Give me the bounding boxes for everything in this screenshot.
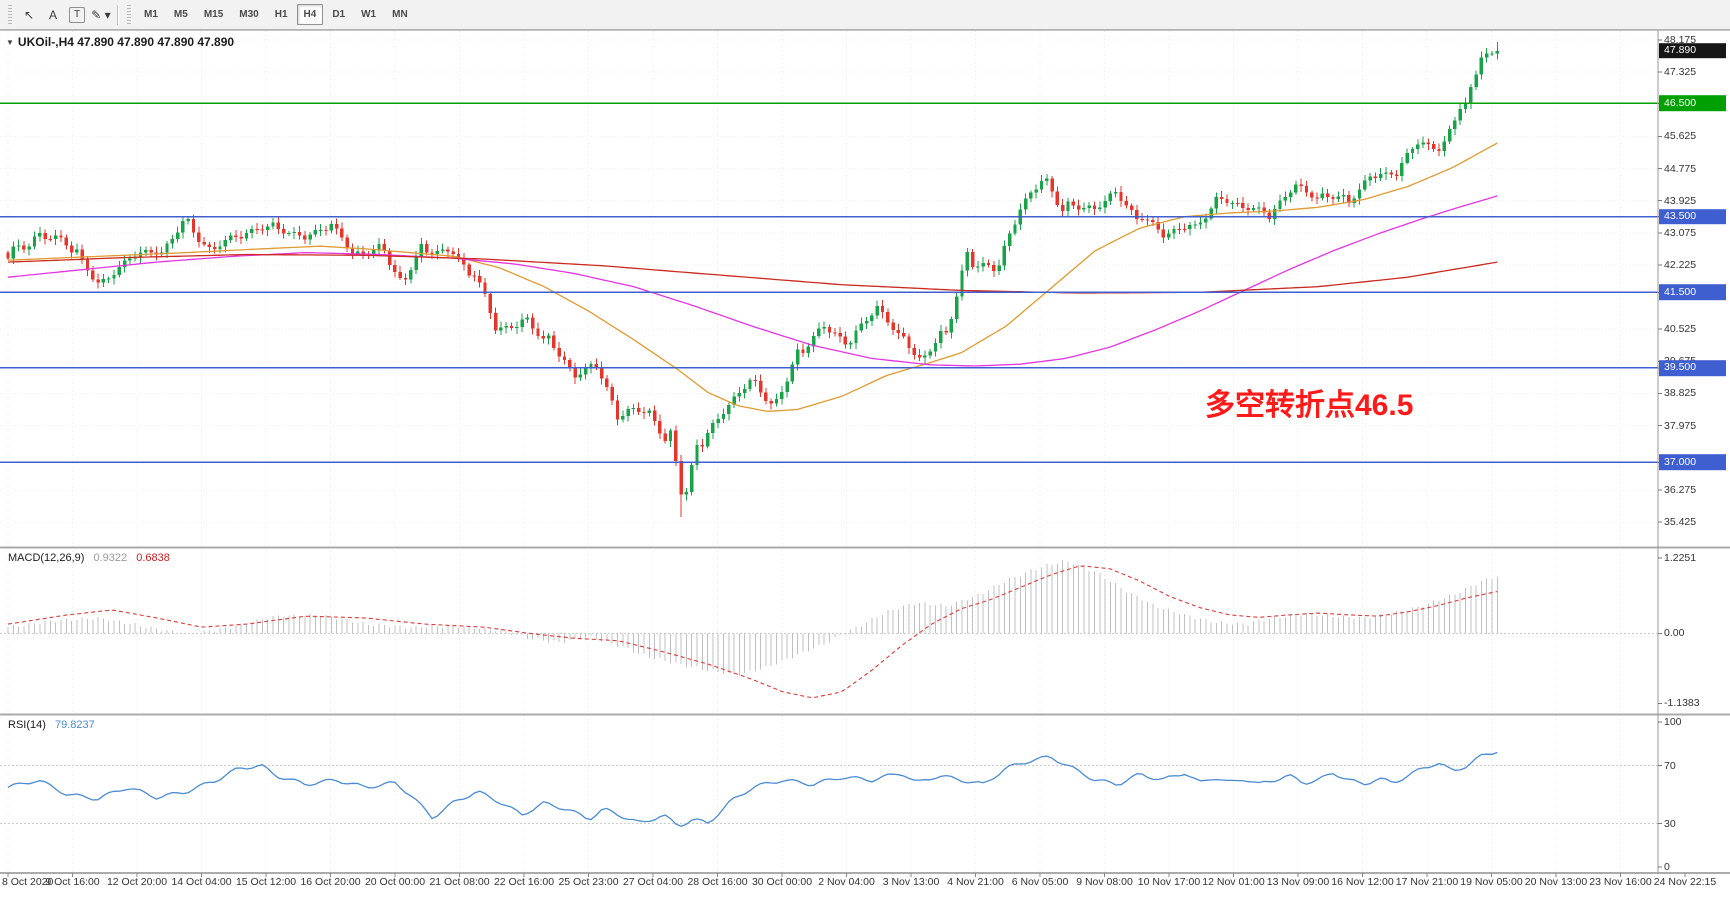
rsi-line: [7, 751, 1498, 828]
macd-signal-line: [7, 565, 1498, 699]
timeframe-d1[interactable]: D1: [332, 9, 346, 20]
rsi-value: 79.8237: [54, 719, 95, 731]
price-axis-label: 43.075: [1664, 226, 1697, 239]
price-axis-label: 40.525: [1664, 322, 1697, 335]
time-axis-label: 24 Nov 22:15: [1653, 876, 1717, 888]
price-axis-label: 36.275: [1664, 483, 1697, 496]
time-axis-label: 12 Oct 20:00: [106, 876, 168, 888]
time-axis-label: 4 Nov 21:00: [947, 876, 1004, 888]
text-box-tool[interactable]: T: [69, 6, 85, 23]
timeframe-mn[interactable]: MN: [392, 9, 408, 20]
toolbar-separator: [117, 4, 118, 25]
time-axis-label: 28 Oct 16:00: [687, 876, 748, 888]
timeframe-h4[interactable]: H4: [296, 4, 324, 25]
time-axis-label: 6 Nov 05:00: [1011, 876, 1069, 888]
rsi-name: RSI(14): [8, 719, 46, 731]
rsi-axis-label: 70: [1664, 759, 1676, 772]
time-axis-label: 16 Oct 20:00: [300, 876, 361, 888]
time-axis-label: 27 Oct 04:00: [622, 876, 684, 888]
time-axis-label: 10 Nov 17:00: [1137, 876, 1201, 888]
macd-histogram: [7, 560, 1498, 677]
timeframe-w1[interactable]: W1: [361, 9, 377, 20]
price-badge-43.500: 43.500: [1659, 208, 1726, 225]
rsi-axis-label: 30: [1664, 817, 1676, 830]
price-axis-label: 44.775: [1664, 162, 1697, 175]
time-axis-label: 25 Oct 23:00: [558, 876, 619, 888]
price-axis-label: 37.975: [1664, 419, 1697, 432]
time-axis-label: 30 Oct 00:00: [751, 876, 813, 888]
text-label-tool[interactable]: A: [48, 7, 57, 22]
macd-signal-value: 0.6838: [136, 552, 170, 564]
price-badge-37.000: 37.000: [1659, 454, 1726, 471]
toolbar-gripper[interactable]: [8, 4, 12, 25]
price-axis-label: 35.425: [1664, 515, 1697, 528]
price-badge-39.500: 39.500: [1659, 360, 1726, 376]
drawing-tool[interactable]: ✎ ▾: [91, 7, 111, 22]
macd-name: MACD(12,26,9): [8, 552, 85, 564]
price-axis-label: 45.625: [1664, 130, 1697, 143]
price-badge-46.500: 46.500: [1659, 95, 1726, 112]
time-axis-label: 21 Oct 08:00: [429, 876, 490, 888]
macd-axis-label: 1.2251: [1664, 551, 1697, 564]
timeframe-m1[interactable]: M1: [144, 9, 158, 20]
time-axis-label: 9 Oct 16:00: [45, 876, 100, 888]
time-axis-label: 12 Nov 01:00: [1202, 876, 1265, 888]
chart-title: UKOil-,H4 47.890 47.890 47.890 47.890: [17, 35, 235, 49]
price-axis[interactable]: [1658, 30, 1730, 873]
price-badge-41.500: 41.500: [1659, 284, 1726, 301]
ma-slow-red: [7, 253, 1498, 294]
cursor-tool[interactable]: ↖: [23, 7, 35, 22]
time-axis-label: 3 Nov 13:00: [882, 876, 940, 888]
time-axis-label: 9 Nov 08:00: [1076, 876, 1133, 888]
time-axis-label: 14 Oct 04:00: [171, 876, 232, 888]
symbol-dropdown-icon[interactable]: ▼: [6, 38, 14, 47]
time-axis-label: 20 Oct 00:00: [364, 876, 426, 888]
timeframe-h1[interactable]: H1: [274, 9, 288, 20]
time-axis-label: 2 Nov 04:00: [818, 876, 875, 888]
macd-main-value: 0.9322: [93, 552, 128, 564]
candlestick-series: [6, 42, 1499, 518]
time-axis-label: 8 Oct 2020: [2, 876, 54, 888]
macd-axis-label: -1.1383: [1664, 697, 1700, 710]
time-axis-label: 13 Nov 09:00: [1266, 876, 1330, 888]
time-axis-label: 17 Nov 21:00: [1395, 876, 1459, 888]
top-toolbar: ↖ A T ✎ ▾ M1 M5 M15 M30 H1 H4 D1 W1 MN: [0, 0, 1730, 30]
time-axis-label: 19 Nov 05:00: [1460, 876, 1523, 888]
current-price-badge: 47.890: [1659, 42, 1726, 59]
timeframe-m5[interactable]: M5: [173, 9, 188, 20]
time-axis-label: 20 Nov 13:00: [1524, 876, 1588, 888]
timeframe-m30[interactable]: M30: [239, 9, 259, 20]
rsi-axis-label: 100: [1664, 715, 1682, 728]
chart-title-bar: ▼ UKOil-,H4 47.890 47.890 47.890 47.890: [6, 35, 234, 49]
price-axis-label: 42.225: [1664, 258, 1697, 271]
rsi-label: RSI(14) 79.8237: [8, 719, 101, 731]
ma-fast-orange: [7, 142, 1498, 412]
timeframe-m15[interactable]: M15: [203, 9, 224, 20]
price-axis-label: 47.325: [1664, 65, 1697, 78]
price-axis-label: 48.175: [1664, 33, 1697, 46]
time-axis-label: 15 Oct 12:00: [235, 876, 297, 888]
panel-frame: [0, 29, 1730, 877]
toolbar-gripper[interactable]: [127, 4, 131, 25]
time-axis-label: 23 Nov 16:00: [1589, 876, 1652, 888]
macd-axis-label: 0.00: [1664, 627, 1685, 640]
price-axis-label: 38.825: [1664, 387, 1697, 400]
macd-label: MACD(12,26,9) 0.9322 0.6838: [8, 552, 176, 564]
rsi-axis-label: 0: [1664, 860, 1670, 873]
time-axis-label: 22 Oct 16:00: [493, 876, 555, 888]
price-axis-label: 43.925: [1664, 194, 1697, 207]
annotation-text[interactable]: 多空转折点46.5: [1205, 389, 1414, 422]
time-axis-label: 16 Nov 12:00: [1331, 876, 1394, 888]
